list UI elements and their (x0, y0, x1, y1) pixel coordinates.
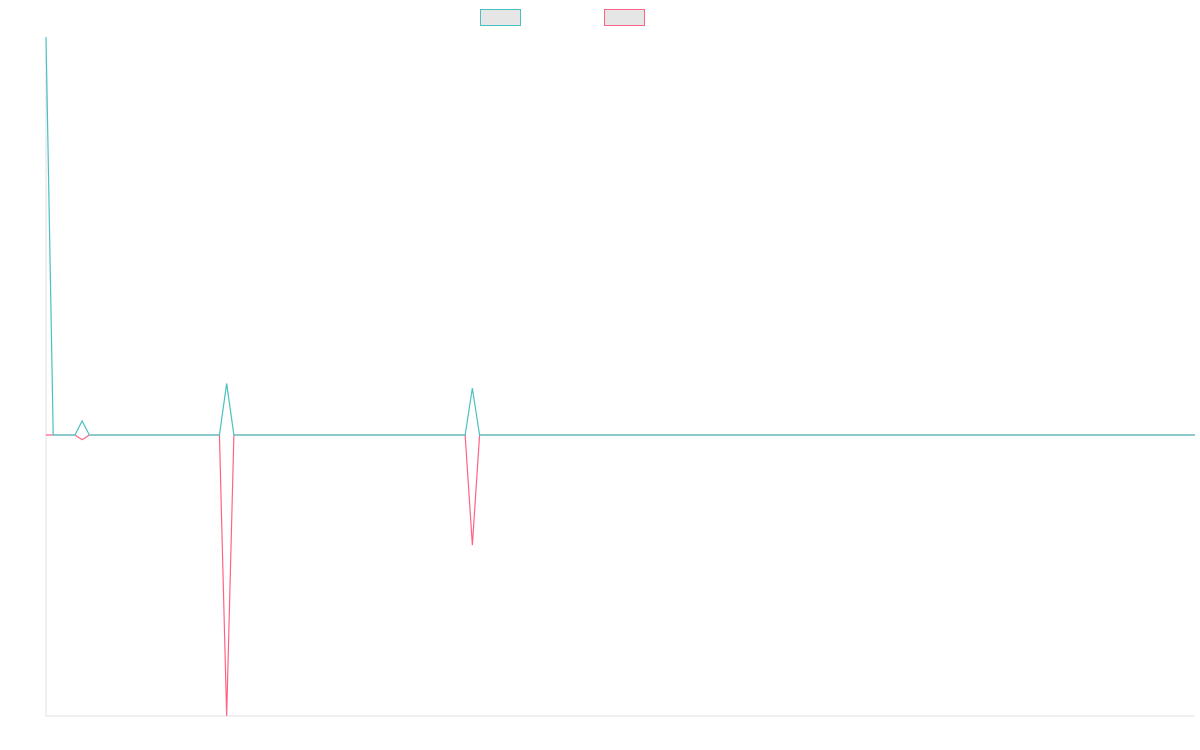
series-line (45, 36, 1195, 436)
legend-swatch[interactable] (480, 9, 521, 26)
series-line (46, 434, 1195, 717)
legend-swatch[interactable] (604, 9, 645, 26)
